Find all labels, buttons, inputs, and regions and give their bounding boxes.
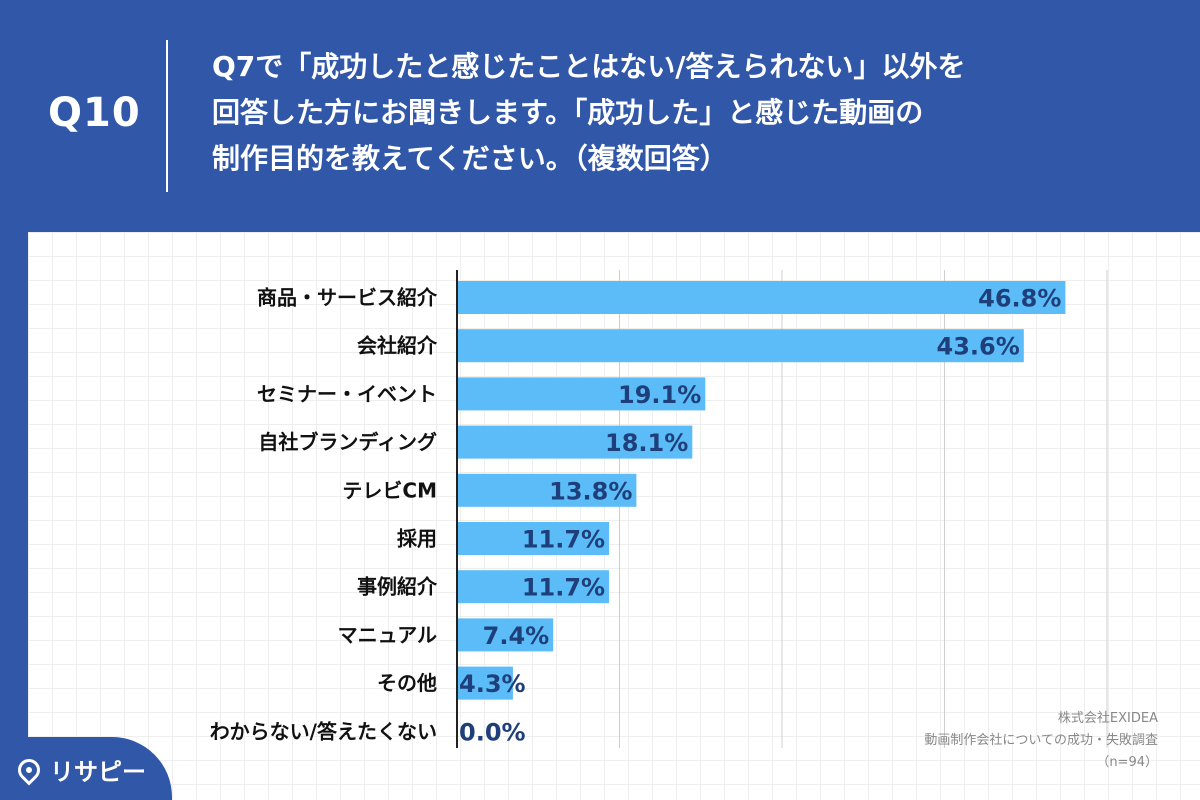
location-pin-icon (13, 753, 45, 786)
question-line: 制作目的を教えてください。（複数回答） (212, 142, 728, 175)
bar (457, 281, 1066, 314)
category-label: わからない/答えたくない (210, 719, 437, 743)
bar (457, 377, 706, 411)
source-survey: 動画制作会社についての成功・失敗調査 (924, 733, 1158, 748)
bar (457, 618, 554, 652)
bar (457, 666, 513, 700)
question-number: Q10 (48, 90, 141, 136)
header: Q10 Q7で「成功したと感じたことはない/答えられない」以外を 回答した方にお… (0, 0, 1200, 232)
category-label: その他 (377, 671, 437, 695)
bar (457, 522, 610, 555)
category-label: マニュアル (338, 623, 437, 647)
question-line: 回答した方にお聞きします。「成功した」と感じた動画の (212, 96, 924, 129)
chart-card: 商品・サービス紹介 46.8% 会社紹介 43.6% セミナー・イベント 19.1% 自社ブ… (28, 232, 1200, 800)
category-label: テレビCM (342, 478, 437, 502)
value-label: 4.3% (459, 670, 526, 698)
category-label: 事例紹介 (357, 575, 438, 599)
brand-logo: リサピー (13, 752, 146, 787)
value-label: 19.1% (618, 381, 701, 409)
category-label: セミナー・イベント (257, 382, 437, 406)
value-label: 11.7% (522, 574, 605, 602)
category-label: 採用 (397, 527, 437, 551)
value-label: 46.8% (978, 285, 1061, 313)
value-label: 43.6% (937, 333, 1020, 361)
value-label: 7.4% (483, 622, 550, 650)
category-label: 自社ブランディング (258, 430, 437, 454)
header-divider (166, 40, 168, 192)
question-line: Q7で「成功したと感じたことはない/答えられない」以外を (212, 50, 966, 83)
source-note: 株式会社EXIDEA 動画制作会社についての成功・失敗調査 （n=94） (924, 708, 1158, 774)
value-label: 13.8% (549, 477, 632, 505)
category-label: 商品・サービス紹介 (257, 286, 438, 310)
category-label: 会社紹介 (357, 334, 438, 358)
bar (457, 329, 1024, 363)
logo-text: リサピー (50, 758, 146, 786)
value-label: 11.7% (522, 526, 605, 554)
bar-chart: 商品・サービス紹介 46.8% 会社紹介 43.6% セミナー・イベント 19.1% 自社ブ… (210, 270, 1108, 748)
bar (457, 425, 693, 459)
value-label: 18.1% (605, 429, 688, 457)
source-sample-size: （n=94） (1096, 755, 1158, 770)
source-company: 株式会社EXIDEA (1057, 711, 1158, 726)
question-text: Q7で「成功したと感じたことはない/答えられない」以外を 回答した方にお聞きしま… (212, 44, 1182, 182)
bar (457, 473, 637, 507)
bar (457, 570, 610, 604)
value-label: 0.0% (459, 718, 526, 746)
